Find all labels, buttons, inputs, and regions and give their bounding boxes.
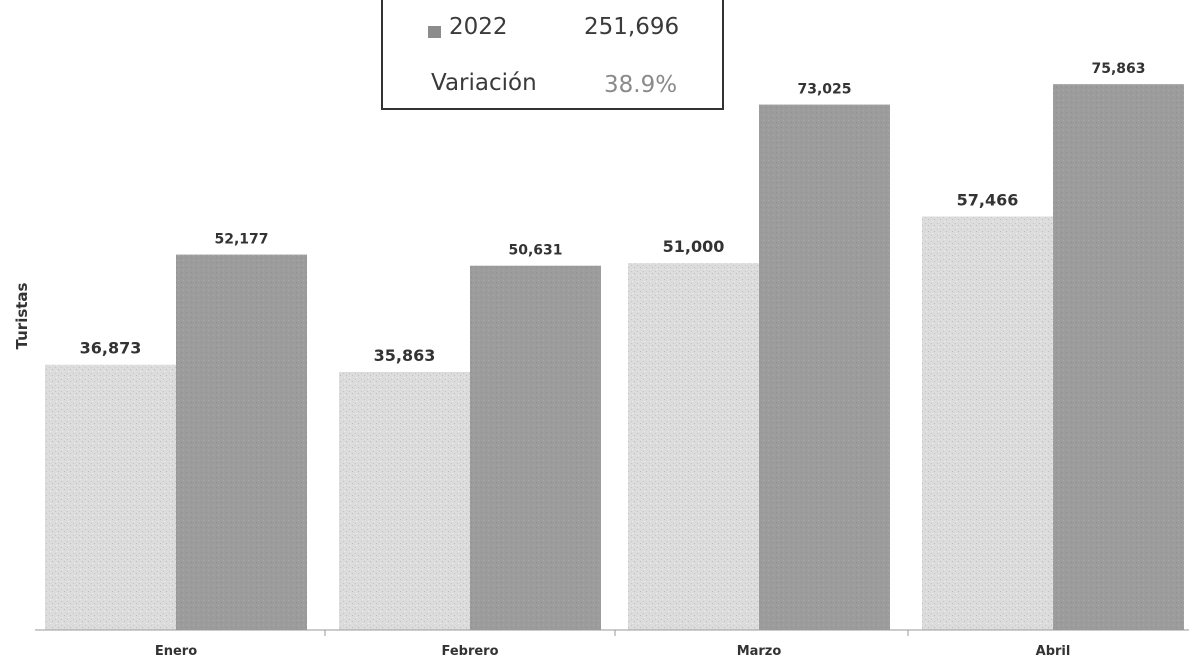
value-labels-group: 36,873 52,177 35,863 50,631 51,000 73,025 57,4…: [80, 61, 1146, 365]
series-swatch: [428, 26, 441, 38]
year-label: 2022: [449, 14, 508, 40]
summary-box: 2022 251,696 Variación 38.9%: [381, 0, 724, 110]
bar-febrero-series-1: [339, 371, 470, 630]
bar-enero-series-2: [176, 254, 307, 630]
category-label-febrero: Febrero: [441, 644, 498, 659]
y-axis-label: Turistas: [13, 282, 31, 349]
value-label-enero-series-2: 52,177: [214, 232, 268, 248]
value-label-febrero-series-1: 35,863: [374, 346, 436, 365]
category-label-marzo: Marzo: [737, 644, 782, 659]
value-label-febrero-series-2: 50,631: [508, 243, 562, 259]
bars-group: [45, 84, 1184, 630]
value-label-marzo-series-1: 51,000: [663, 237, 725, 256]
value-label-marzo-series-2: 73,025: [797, 82, 851, 98]
bar-marzo-series-1: [628, 263, 759, 630]
variation-value: 38.9%: [604, 72, 678, 98]
value-label-abril-series-1: 57,466: [957, 191, 1019, 210]
x-axis-ticks: [324, 630, 909, 636]
category-labels-group: Enero Febrero Marzo Abril: [155, 644, 1071, 659]
category-label-abril: Abril: [1036, 644, 1071, 659]
summary-row-variation: Variación 38.9%: [383, 64, 722, 104]
bar-abril-series-1: [922, 216, 1053, 630]
summary-row-year: 2022 251,696: [383, 8, 722, 48]
value-label-enero-series-1: 36,873: [80, 339, 142, 358]
bar-febrero-series-2: [470, 265, 601, 630]
bar-marzo-series-2: [759, 104, 890, 630]
value-label-abril-series-2: 75,863: [1091, 61, 1145, 77]
year-total: 251,696: [584, 14, 680, 40]
category-label-enero: Enero: [155, 644, 197, 659]
variation-label: Variación: [431, 70, 537, 96]
bar-abril-series-2: [1053, 84, 1184, 630]
bar-enero-series-1: [45, 364, 176, 630]
